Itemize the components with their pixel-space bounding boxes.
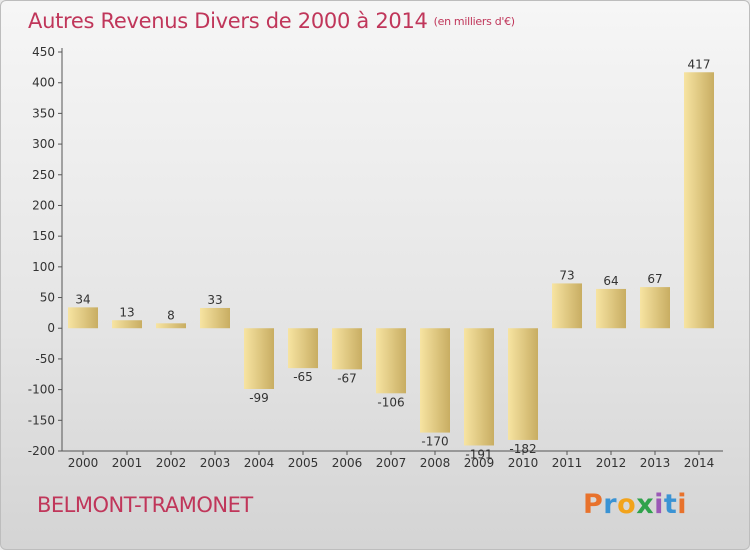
- x-tick-label: 2001: [112, 456, 143, 470]
- value-label-2011: 73: [559, 268, 574, 282]
- bar-2014: [684, 72, 714, 329]
- x-tick-label: 2000: [68, 456, 99, 470]
- bar-2006: [332, 328, 362, 370]
- x-tick-label: 2005: [288, 456, 319, 470]
- y-tick-label: 450: [32, 45, 55, 59]
- y-tick-label: 50: [40, 291, 55, 305]
- logo-letter: P: [583, 489, 604, 520]
- bar-2002: [156, 323, 186, 329]
- logo-letter: i: [654, 489, 664, 520]
- value-label-2013: 67: [647, 272, 662, 286]
- y-tick-label: -50: [35, 352, 55, 366]
- y-tick-label: 200: [32, 198, 55, 212]
- value-label-2014: 417: [688, 57, 711, 71]
- value-label-2005: -65: [293, 370, 313, 384]
- bar-2009: [464, 328, 494, 446]
- value-label-2010: -182: [509, 442, 536, 456]
- value-label-2004: -99: [249, 391, 269, 405]
- value-label-2000: 34: [75, 292, 90, 306]
- x-tick-label: 2002: [156, 456, 187, 470]
- value-label-2006: -67: [337, 371, 357, 385]
- title-text: Autres Revenus Divers de 2000 à 2014: [28, 9, 428, 33]
- bar-2011: [552, 283, 582, 329]
- y-tick-label: 150: [32, 229, 55, 243]
- proxiti-logo: Proxiti: [583, 489, 687, 520]
- place-name: BELMONT-TRAMONET: [37, 493, 253, 517]
- logo-letter: t: [663, 489, 678, 520]
- value-label-2003: 33: [207, 293, 222, 307]
- logo-letter: i: [677, 489, 688, 520]
- x-tick-label: 2013: [640, 456, 671, 470]
- chart-title: Autres Revenus Divers de 2000 à 2014 (en …: [28, 9, 515, 33]
- bar-2013: [640, 287, 670, 329]
- x-tick-label: 2011: [552, 456, 583, 470]
- y-tick-label: 400: [32, 76, 55, 90]
- x-tick-label: 2004: [244, 456, 275, 470]
- bar-2012: [596, 288, 626, 329]
- title-unit: (en milliers d'€): [433, 15, 515, 28]
- y-tick-label: -100: [28, 383, 55, 397]
- y-tick-label: 350: [32, 106, 55, 120]
- bar-2004: [244, 328, 274, 390]
- y-tick-label: -200: [28, 444, 55, 458]
- logo-letter: r: [603, 489, 618, 520]
- y-tick-label: 0: [47, 321, 55, 335]
- x-tick-label: 2010: [508, 456, 539, 470]
- bar-2007: [376, 328, 406, 394]
- bar-2010: [508, 328, 538, 440]
- y-tick-label: 100: [32, 260, 55, 274]
- value-label-2002: 8: [167, 308, 175, 322]
- bar-2001: [112, 320, 142, 329]
- bar-2003: [200, 307, 230, 329]
- bar-2000: [68, 307, 98, 329]
- value-label-2009: -191: [465, 447, 492, 461]
- x-tick-label: 2012: [596, 456, 627, 470]
- y-tick-label: 250: [32, 168, 55, 182]
- x-tick-label: 2006: [332, 456, 363, 470]
- value-label-2007: -106: [377, 395, 404, 409]
- x-tick-label: 2007: [376, 456, 407, 470]
- x-tick-label: 2008: [420, 456, 451, 470]
- value-label-2012: 64: [603, 274, 618, 288]
- bar-2008: [420, 328, 450, 433]
- value-label-2008: -170: [421, 435, 448, 449]
- value-label-2001: 13: [119, 305, 134, 319]
- logo-letter: o: [617, 489, 637, 520]
- y-tick-label: 300: [32, 137, 55, 151]
- x-tick-label: 2003: [200, 456, 231, 470]
- y-tick-label: -150: [28, 413, 55, 427]
- logo-letter: x: [636, 489, 655, 520]
- x-tick-label: 2009: [464, 456, 495, 470]
- bar-2005: [288, 328, 318, 369]
- x-tick-label: 2014: [684, 456, 715, 470]
